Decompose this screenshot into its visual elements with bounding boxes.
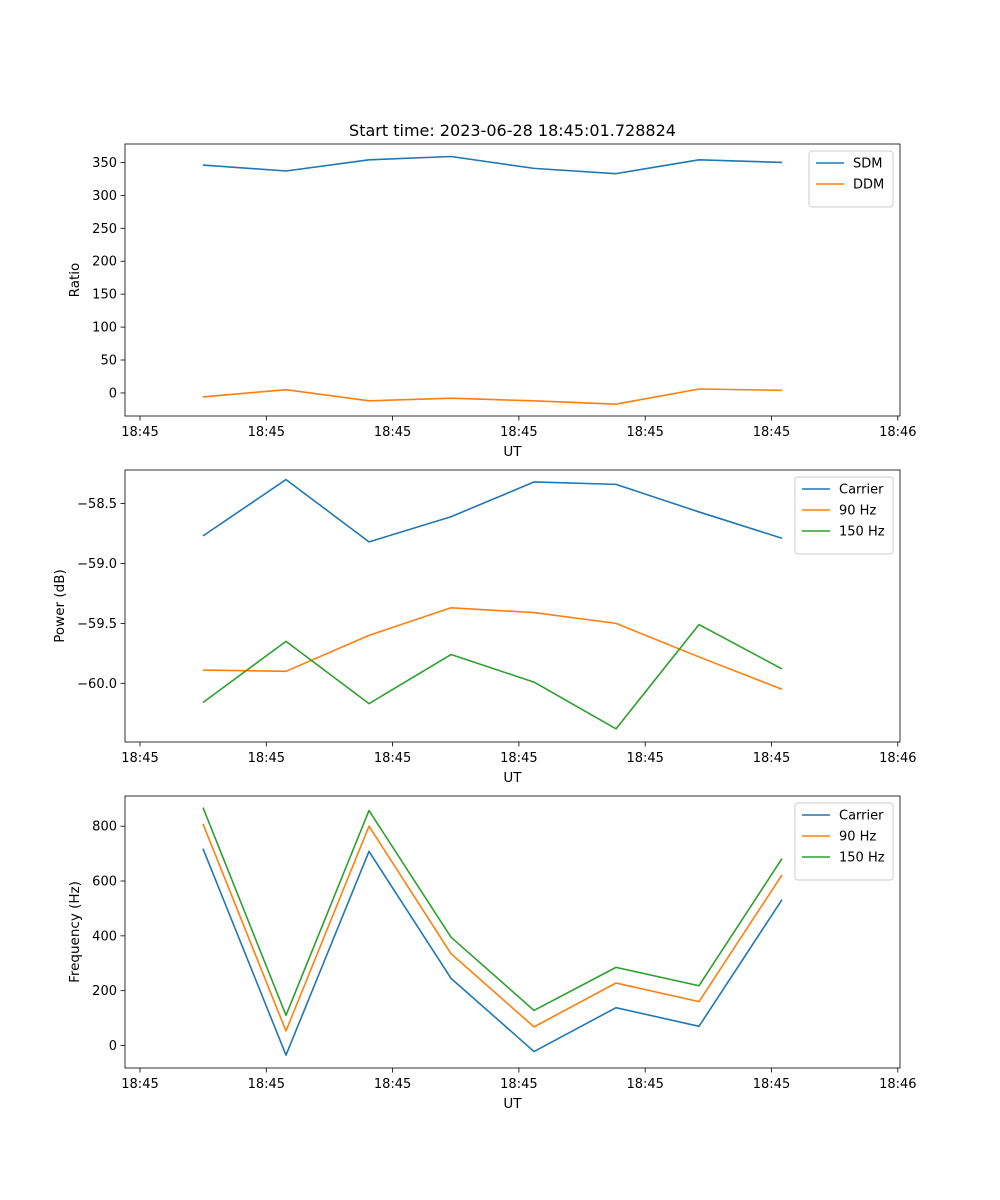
x-tick-label: 18:45: [374, 425, 411, 440]
y-tick-label: 150: [92, 288, 117, 303]
y-tick-label: 400: [92, 929, 117, 944]
chart-panel-1: 18:45 18:45 18:45 18:45 18:45 18:45 18:46 0 50 10…: [67, 143, 917, 460]
x-tick-label: 18:45: [248, 425, 285, 440]
legend: Carrier 90 Hz 150 Hz: [794, 802, 894, 881]
x-tick-label: 18:45: [626, 1077, 663, 1092]
x-tick-label: 18:46: [879, 751, 916, 766]
x-tick-label: 18:45: [121, 425, 158, 440]
legend-label: SDM: [853, 157, 882, 172]
y-tick-label: 300: [92, 189, 117, 204]
series-line-90-hz: [202, 823, 783, 1032]
x-tick-label: 18:46: [879, 425, 916, 440]
series-line-90-hz: [202, 606, 783, 691]
series-line-ddm: [202, 388, 783, 405]
y-tick-label: 800: [92, 820, 117, 835]
legend-label: Carrier: [839, 483, 884, 498]
series-line-carrier: [202, 478, 783, 543]
y-tick-label: 350: [92, 156, 117, 171]
y-tick-label: 100: [92, 321, 117, 336]
x-tick-label: 18:45: [500, 1077, 537, 1092]
series-line-carrier: [202, 848, 783, 1056]
y-tick-label: 0: [109, 1039, 117, 1054]
x-tick-label: 18:45: [753, 751, 790, 766]
series-line-sdm: [202, 155, 783, 175]
chart-panel-2: 18:45 18:45 18:45 18:45 18:45 18:45 18:46 −60.0…: [52, 469, 917, 786]
x-tick-label: 18:46: [879, 1077, 916, 1092]
x-axis-label: UT: [503, 770, 522, 786]
legend-label: Carrier: [839, 809, 884, 824]
chart-panel-3: 18:45 18:45 18:45 18:45 18:45 18:45 18:46 0 200 4…: [67, 795, 917, 1112]
x-tick-label: 18:45: [626, 425, 663, 440]
y-axis-label: Ratio: [67, 263, 83, 298]
legend-label: 150 Hz: [839, 851, 885, 866]
series-line-150-hz: [202, 623, 783, 730]
legend-box: [794, 476, 894, 555]
x-tick-label: 18:45: [248, 751, 285, 766]
legend-label: 90 Hz: [839, 830, 876, 845]
x-tick-label: 18:45: [121, 751, 158, 766]
legend-label: 150 Hz: [839, 525, 885, 540]
x-tick-label: 18:45: [374, 751, 411, 766]
figure-title: Start time: 2023-06-28 18:45:01.728824: [349, 121, 676, 140]
series-line-150-hz: [202, 807, 783, 1017]
y-axis-label: Frequency (Hz): [67, 881, 83, 983]
plot-frame: [124, 795, 901, 1069]
y-axis-label: Power (dB): [52, 569, 68, 642]
plot-frame: [124, 143, 901, 417]
plot-frame: [124, 469, 901, 743]
y-tick-label: −59.5: [77, 617, 117, 632]
y-tick-label: 600: [92, 875, 117, 890]
y-tick-label: 0: [109, 386, 117, 401]
x-tick-label: 18:45: [753, 1077, 790, 1092]
y-tick-label: 200: [92, 255, 117, 270]
panels: 18:45 18:45 18:45 18:45 18:45 18:45 18:46 0 50 10…: [52, 143, 917, 1112]
x-tick-label: 18:45: [248, 1077, 285, 1092]
x-axis-label: UT: [503, 444, 522, 460]
legend-box: [808, 150, 894, 208]
legend-box: [794, 802, 894, 881]
y-tick-label: 50: [100, 354, 117, 369]
y-tick-label: −58.5: [77, 497, 117, 512]
y-tick-label: −59.0: [77, 557, 117, 572]
x-tick-label: 18:45: [500, 751, 537, 766]
x-tick-label: 18:45: [500, 425, 537, 440]
x-axis-label: UT: [503, 1096, 522, 1112]
x-tick-label: 18:45: [626, 751, 663, 766]
legend: SDM DDM: [808, 150, 894, 208]
legend: Carrier 90 Hz 150 Hz: [794, 476, 894, 555]
legend-label: DDM: [853, 178, 884, 193]
y-tick-label: 200: [92, 984, 117, 999]
x-tick-label: 18:45: [121, 1077, 158, 1092]
y-tick-label: −60.0: [77, 677, 117, 692]
x-tick-label: 18:45: [753, 425, 790, 440]
legend-label: 90 Hz: [839, 504, 876, 519]
y-tick-label: 250: [92, 222, 117, 237]
x-tick-label: 18:45: [374, 1077, 411, 1092]
